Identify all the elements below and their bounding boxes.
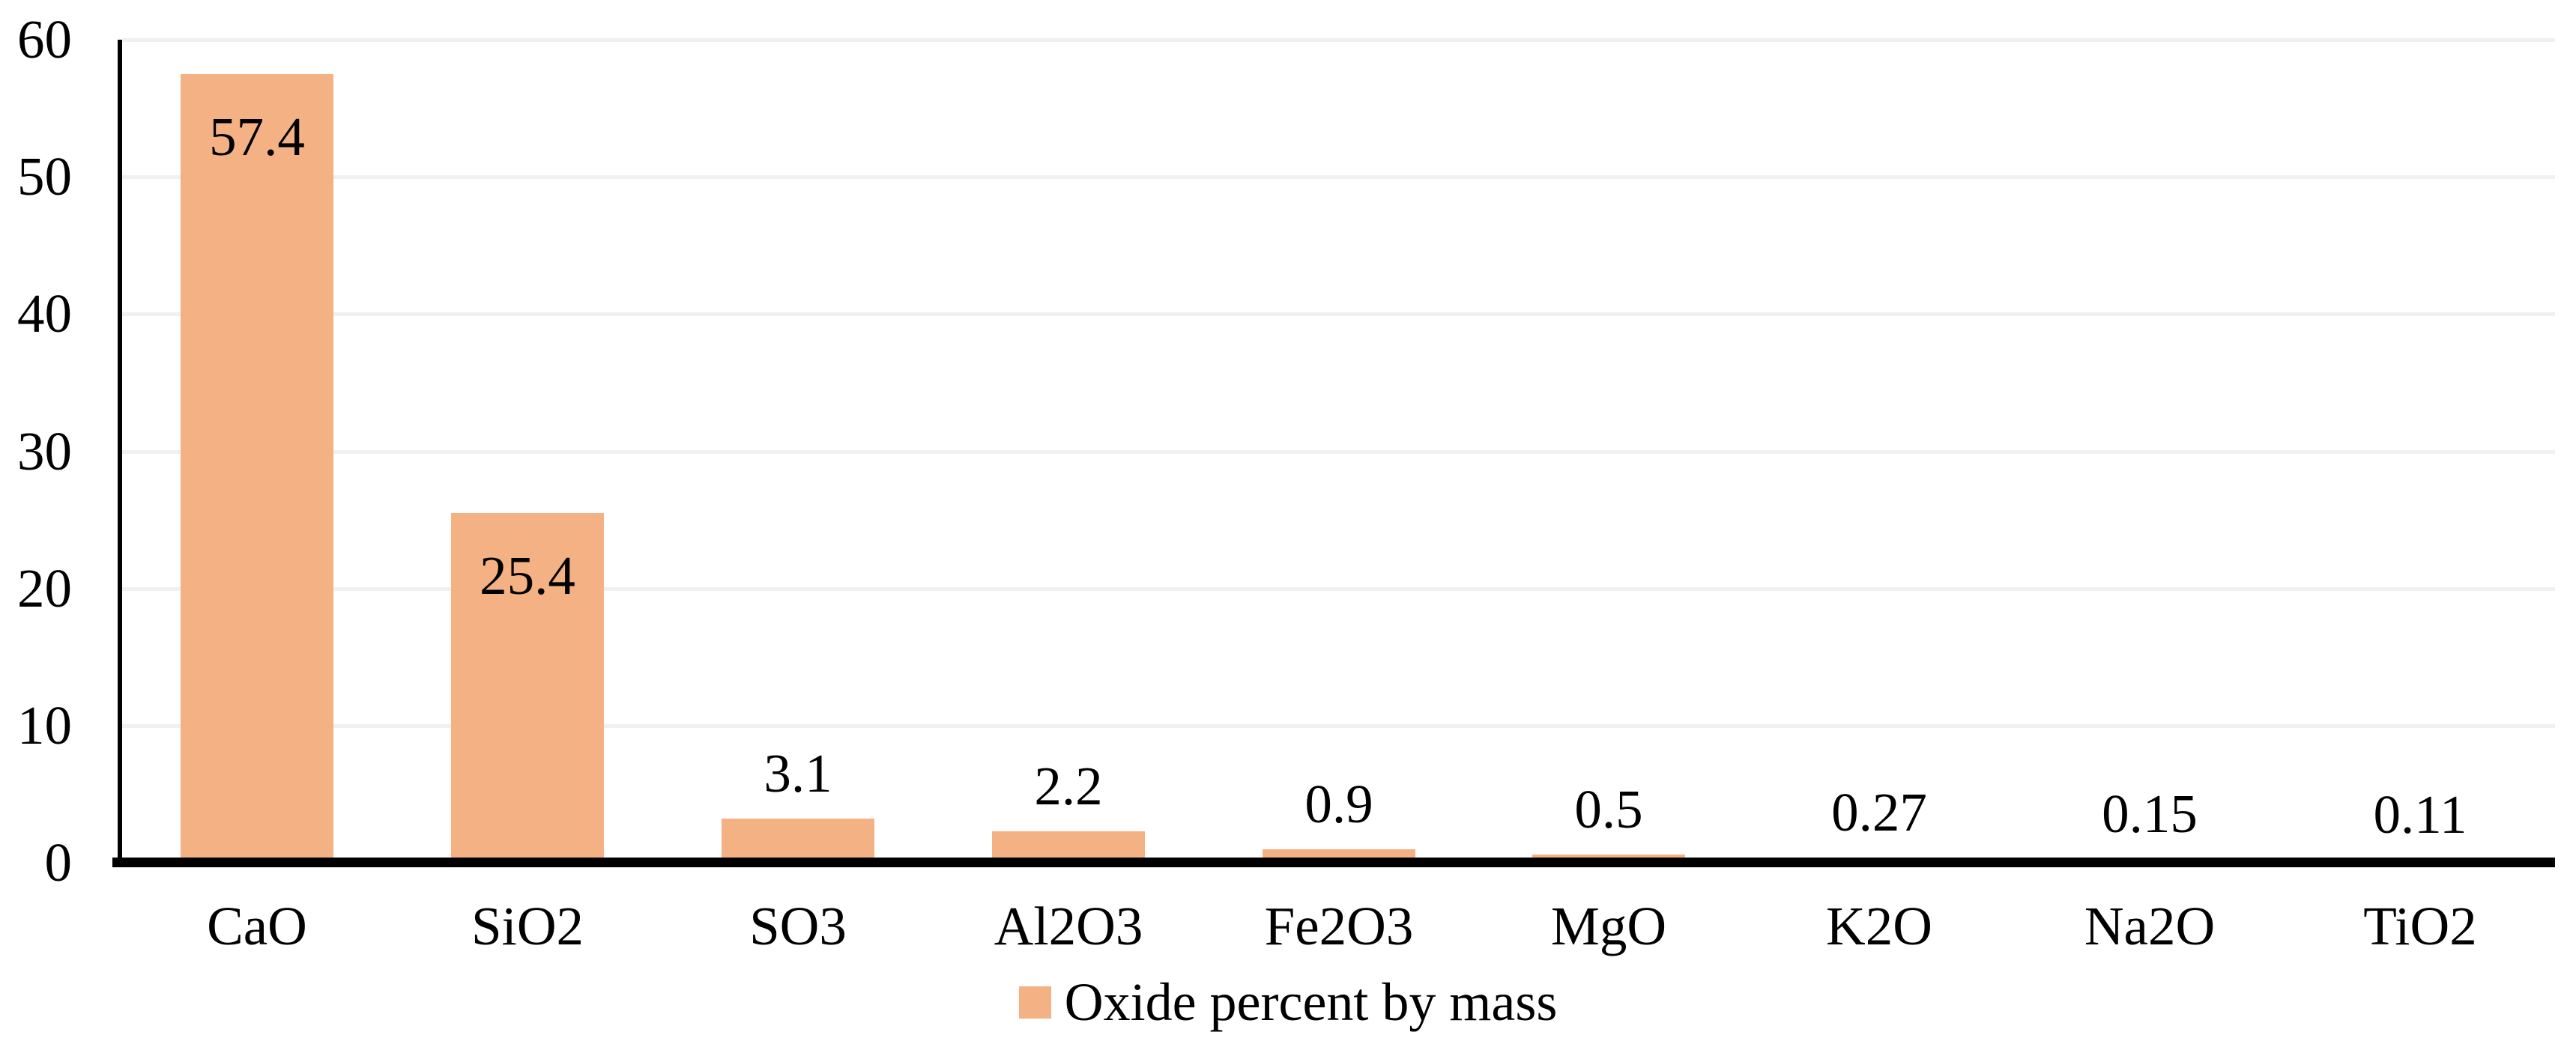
y-axis-tick-label: 60 [17, 9, 72, 70]
bar-value-label: 3.1 [764, 743, 832, 804]
bar [722, 819, 874, 861]
bar-value-label: 0.15 [2102, 783, 2198, 844]
y-axis-tick-label: 0 [44, 832, 73, 893]
x-axis-category-label: K2O [1826, 896, 1932, 956]
gridline [122, 450, 2555, 454]
gridline [122, 587, 2555, 591]
bar [451, 513, 604, 861]
legend-swatch-icon [1018, 986, 1051, 1019]
legend: Oxide percent by mass [0, 971, 2576, 1034]
x-axis-line [112, 858, 2555, 867]
bar-value-label: 57.4 [209, 106, 305, 167]
y-axis-tick-label: 20 [17, 558, 72, 619]
x-axis-category-label: SiO2 [471, 896, 584, 956]
bar-value-label: 25.4 [480, 545, 575, 606]
gridline [122, 312, 2555, 316]
bar-value-label: 2.2 [1034, 756, 1103, 816]
x-axis-category-label: TiO2 [2363, 896, 2477, 956]
y-axis-tick-label: 30 [17, 421, 72, 482]
legend-label: Oxide percent by mass [1064, 972, 1558, 1032]
x-axis-category-label: SO3 [749, 896, 847, 956]
bar [992, 831, 1145, 861]
x-axis-category-label: MgO [1550, 896, 1667, 956]
x-axis-category-label: Al2O3 [994, 896, 1143, 956]
gridline [122, 724, 2555, 728]
bar-value-label: 0.9 [1304, 774, 1373, 834]
y-axis-line [118, 40, 122, 867]
x-axis-category-label: Na2O [2084, 896, 2216, 956]
y-axis-tick-label: 50 [17, 146, 72, 207]
gridline [122, 38, 2555, 42]
bar [181, 74, 333, 861]
gridline [122, 175, 2555, 179]
x-axis-category-label: Fe2O3 [1264, 896, 1414, 956]
y-axis-tick-label: 10 [17, 695, 72, 756]
y-axis-tick-label: 40 [17, 283, 72, 344]
bar-value-label: 0.27 [1831, 782, 1927, 843]
x-axis-category-label: CaO [207, 896, 307, 956]
bar-value-label: 0.11 [2373, 784, 2467, 845]
bar-value-label: 0.5 [1574, 779, 1643, 840]
